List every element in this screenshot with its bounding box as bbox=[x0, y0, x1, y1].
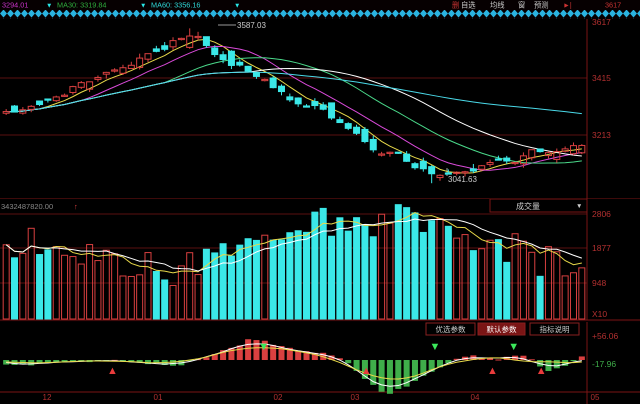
svg-text:自选: 自选 bbox=[461, 1, 476, 10]
svg-text:优选参数: 优选参数 bbox=[436, 324, 466, 334]
svg-text:02: 02 bbox=[274, 393, 283, 402]
svg-text:3432487820.00: 3432487820.00 bbox=[1, 202, 53, 211]
svg-text:3587.03: 3587.03 bbox=[237, 21, 266, 30]
svg-text:成交量: 成交量 bbox=[516, 201, 540, 211]
svg-text:X10: X10 bbox=[592, 309, 607, 319]
svg-text:删: 删 bbox=[452, 1, 459, 10]
svg-text:MA60: 3356.16: MA60: 3356.16 bbox=[151, 1, 201, 10]
svg-text:3617: 3617 bbox=[605, 1, 621, 10]
svg-text:窗: 窗 bbox=[518, 1, 525, 10]
svg-text:►|: ►| bbox=[563, 3, 572, 10]
svg-text:3213: 3213 bbox=[592, 130, 611, 140]
svg-text:▼: ▼ bbox=[576, 203, 582, 210]
svg-text:均线: 均线 bbox=[490, 1, 505, 10]
svg-text:-17.96: -17.96 bbox=[592, 359, 616, 369]
svg-text:3415: 3415 bbox=[592, 73, 611, 83]
svg-text:3041.63: 3041.63 bbox=[448, 175, 477, 184]
svg-text:2806: 2806 bbox=[592, 209, 611, 219]
svg-text:默认参数: 默认参数 bbox=[487, 324, 517, 334]
svg-text:指标说明: 指标说明 bbox=[540, 324, 570, 334]
svg-text:▼: ▼ bbox=[258, 341, 269, 353]
svg-text:▼: ▼ bbox=[508, 341, 519, 353]
svg-text:预测: 预测 bbox=[534, 1, 549, 10]
svg-text:04: 04 bbox=[471, 393, 480, 402]
svg-text:01: 01 bbox=[154, 393, 163, 402]
svg-text:03: 03 bbox=[351, 393, 360, 402]
svg-text:948: 948 bbox=[592, 278, 606, 288]
svg-text:▲: ▲ bbox=[536, 365, 547, 377]
svg-text:05: 05 bbox=[591, 393, 600, 402]
svg-text:3617: 3617 bbox=[592, 17, 611, 27]
svg-text:▼: ▼ bbox=[46, 3, 52, 10]
svg-text:▲: ▲ bbox=[107, 365, 118, 377]
svg-text:▲: ▲ bbox=[361, 365, 372, 377]
svg-text:▼: ▼ bbox=[430, 341, 441, 353]
svg-text:↑: ↑ bbox=[74, 202, 78, 211]
svg-text:▼: ▼ bbox=[234, 3, 240, 10]
svg-text:1877: 1877 bbox=[592, 243, 611, 253]
svg-text:12: 12 bbox=[43, 393, 52, 402]
svg-text:▲: ▲ bbox=[487, 365, 498, 377]
svg-text:3294.01: 3294.01 bbox=[2, 1, 28, 10]
svg-text:▼: ▼ bbox=[140, 3, 146, 10]
svg-text:+56.06: +56.06 bbox=[592, 331, 619, 341]
svg-text:MA30: 3319.84: MA30: 3319.84 bbox=[57, 1, 107, 10]
